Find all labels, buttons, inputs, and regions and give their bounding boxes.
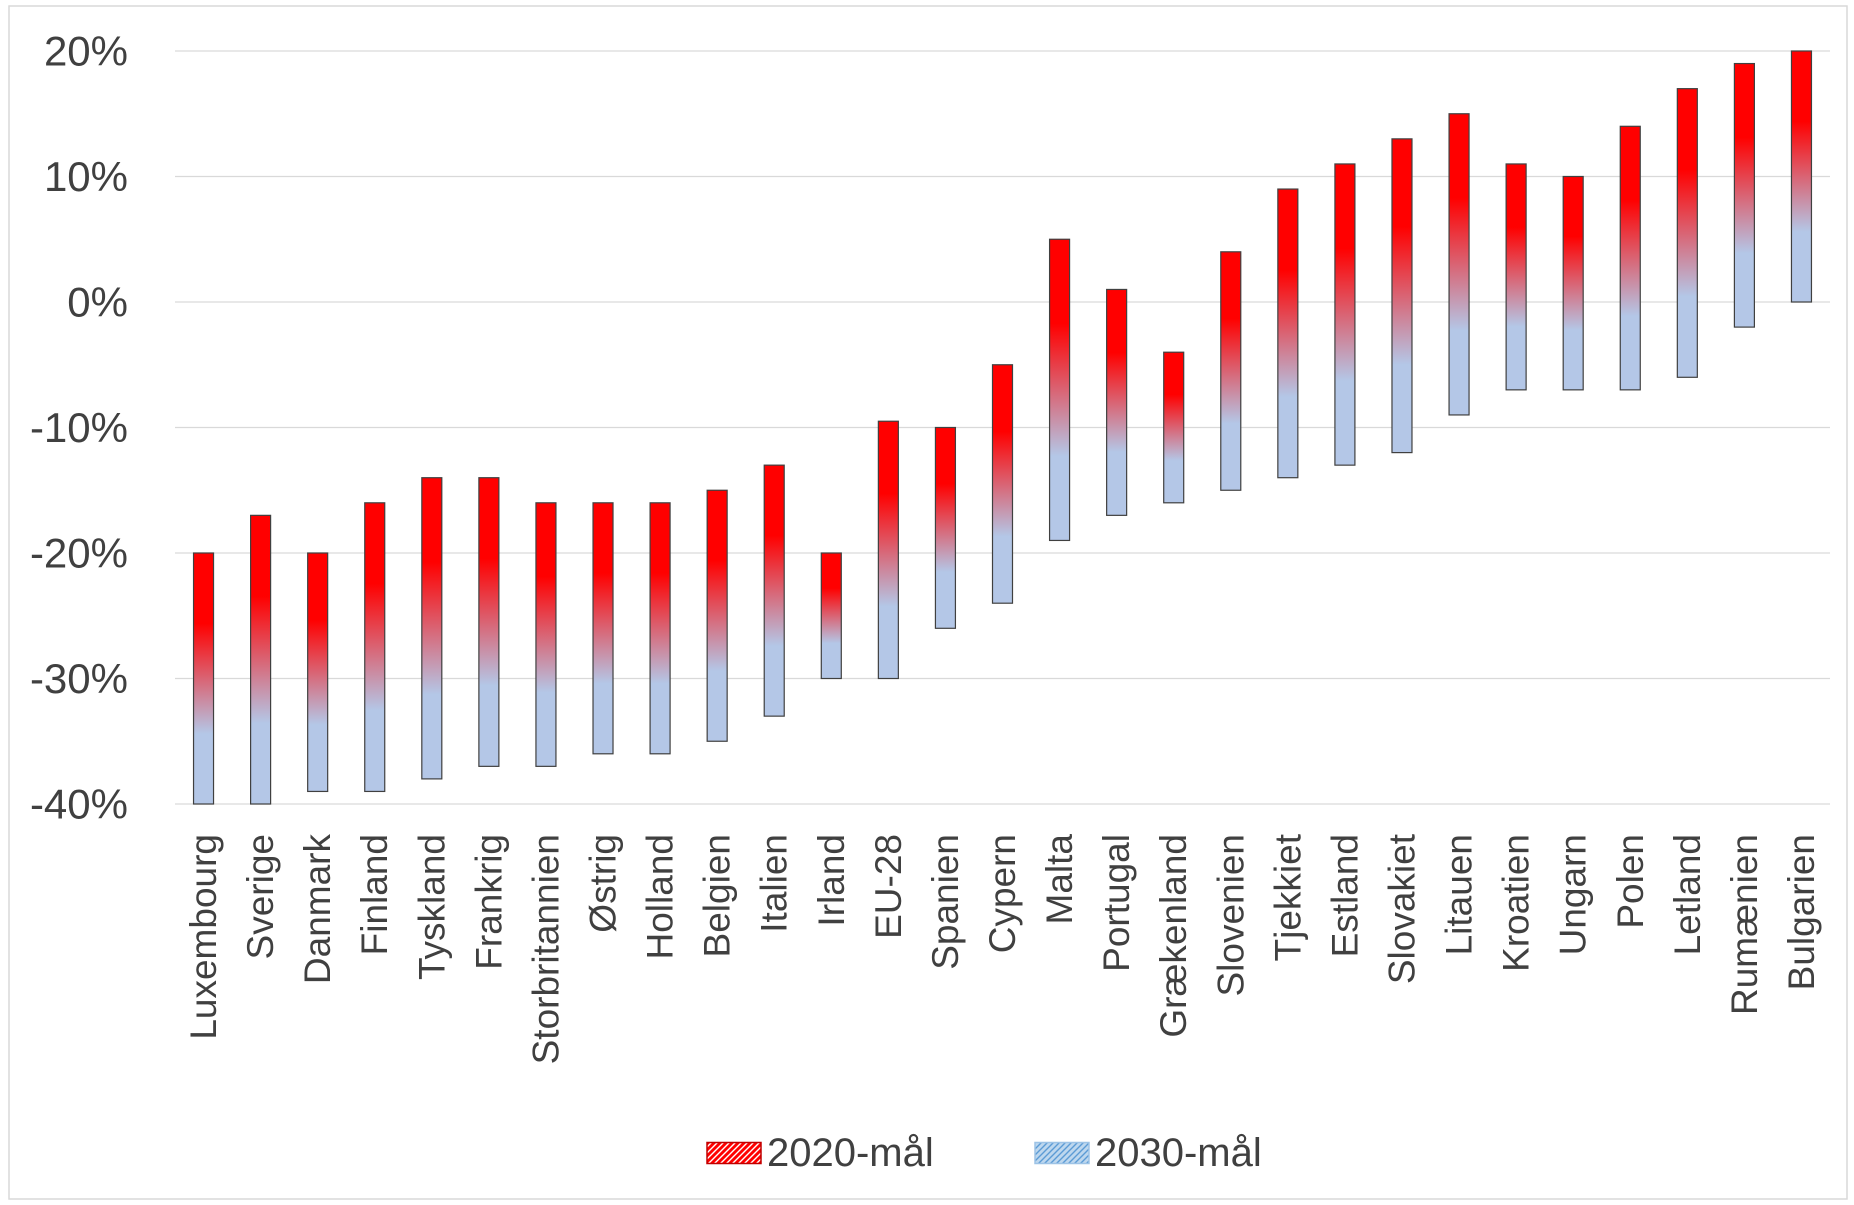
bar-tjekkiet	[1277, 188, 1299, 479]
y-axis-labels: 20% 10% 0% -10% -20% -30% -40%	[30, 28, 128, 828]
x-axis-labels: Luxembourg Sverige Danmark Finland Tyskland F…	[183, 833, 1822, 1064]
x-tick-label: Grækenland	[1153, 834, 1194, 1038]
legend: 2020-mål 2030-mål	[706, 1131, 1262, 1175]
legend-item-2030-maal: 2030-mål	[1034, 1131, 1262, 1175]
y-tick-label: 0%	[67, 279, 128, 326]
bar-belgien	[706, 489, 728, 742]
bar-cypern	[991, 364, 1014, 604]
x-tick-label: Finland	[354, 834, 395, 955]
x-tick-label: Kroatien	[1496, 834, 1537, 972]
x-tick-label: Cypern	[982, 834, 1023, 953]
bar-sverige	[250, 514, 272, 805]
bar-tyskland	[421, 477, 443, 780]
y-tick-label: -30%	[30, 655, 128, 702]
x-tick-label: Tyskland	[411, 834, 452, 980]
bar-litauen	[1448, 113, 1470, 416]
x-tick-label: Sverige	[240, 834, 281, 959]
x-tick-label: Danmark	[297, 834, 338, 985]
bar-estland	[1334, 163, 1356, 466]
bar-slovakiet	[1391, 138, 1413, 454]
bar-luxembourg	[192, 552, 215, 805]
x-tick-label: Malta	[1039, 834, 1080, 925]
x-tick-label: Polen	[1610, 834, 1651, 929]
y-tick-label: -10%	[30, 404, 128, 451]
bar-danmark	[307, 552, 329, 793]
bar-rumaenien	[1733, 62, 1755, 328]
bar-frankrig	[478, 477, 500, 767]
y-tick-label: 10%	[44, 153, 128, 200]
x-tick-label: Estland	[1324, 834, 1365, 957]
bar-irland	[820, 552, 842, 680]
bar-letland	[1676, 88, 1698, 378]
legend-label: 2030-mål	[1095, 1131, 1262, 1175]
x-tick-label: Storbritannien	[525, 834, 566, 1064]
y-tick-label: 20%	[44, 28, 128, 75]
chart-border	[8, 5, 1848, 1200]
gridlines	[175, 50, 1830, 805]
bar-slovenien	[1220, 251, 1242, 491]
bar-storbritannien	[535, 502, 557, 767]
x-tick-label: Slovenien	[1210, 834, 1251, 997]
legend-swatch	[706, 1141, 762, 1165]
bar-finland	[364, 502, 386, 793]
bar-kroatien	[1505, 163, 1527, 391]
x-tick-label: Tjekkiet	[1267, 833, 1308, 961]
bar-spanien	[934, 426, 957, 629]
bar-bulgarien	[1790, 50, 1813, 303]
x-tick-label: Holland	[640, 834, 681, 959]
bar-malta	[1048, 238, 1071, 542]
bar-eu-28	[877, 420, 899, 680]
x-tick-label: Luxembourg	[183, 834, 224, 1040]
y-tick-label: -40%	[30, 781, 128, 828]
x-tick-label: Belgien	[697, 834, 738, 957]
x-tick-label: Rumænien	[1724, 834, 1765, 1015]
x-tick-label: Litauen	[1439, 834, 1480, 955]
bar-italien	[763, 464, 785, 717]
y-tick-label: -20%	[30, 530, 128, 577]
legend-label: 2020-mål	[767, 1131, 934, 1175]
legend-item-2020-maal: 2020-mål	[706, 1131, 934, 1175]
x-tick-label: Letland	[1667, 834, 1708, 955]
bar-ungarn	[1562, 175, 1584, 391]
x-tick-label: Ungarn	[1553, 834, 1594, 955]
x-tick-label: EU-28	[868, 834, 909, 939]
x-tick-label: Italien	[754, 834, 795, 933]
bar-portugal	[1106, 288, 1128, 516]
x-tick-label: Spanien	[925, 834, 966, 970]
x-tick-label: Slovakiet	[1381, 833, 1422, 984]
x-tick-label: Bulgarien	[1781, 834, 1822, 990]
bar-holland	[649, 502, 671, 755]
bar-graekenland	[1163, 351, 1185, 504]
bar-polen	[1619, 125, 1641, 391]
x-tick-label: Portugal	[1096, 834, 1137, 972]
x-tick-label: Irland	[811, 834, 852, 927]
bar-oestrig	[592, 502, 614, 755]
legend-swatch	[1034, 1141, 1090, 1165]
x-tick-label: Frankrig	[468, 834, 509, 970]
x-tick-label: Østrig	[583, 834, 624, 933]
range-bars	[192, 50, 1813, 805]
